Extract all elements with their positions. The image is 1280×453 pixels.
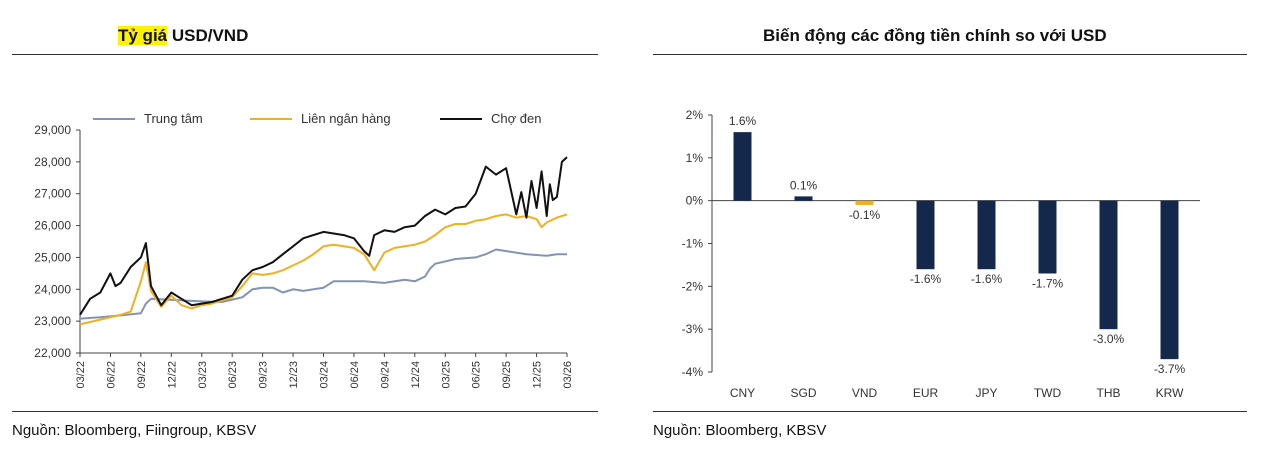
x-tick-label: 12/22	[166, 361, 178, 389]
bar-category-label: VND	[852, 386, 878, 400]
legend-label: Liên ngân hàng	[301, 111, 391, 126]
x-tick-label: 06/24	[349, 361, 361, 389]
y-tick-label: 22,000	[34, 346, 71, 360]
bar-category-label: KRW	[1156, 386, 1184, 400]
series-line-lien-ngan-hang	[79, 213, 568, 326]
bar-twd	[1038, 200, 1057, 274]
right-chart-title: Biến động các đồng tiền chính so với USD	[763, 26, 1107, 45]
left-source: Nguồn: Bloomberg, Fiingroup, KBSV	[12, 422, 257, 439]
bar-y-tick-label: 0%	[686, 194, 704, 208]
left-source-rule	[12, 411, 598, 412]
y-tick-label: 26,000	[34, 219, 71, 233]
y-tick-label: 23,000	[34, 314, 71, 328]
bar-eur	[916, 200, 935, 270]
bar-y-tick-label: 2%	[686, 108, 704, 122]
bar-y-tick-label: -4%	[682, 365, 704, 379]
usd-vnd-line-chart: 22,000 23,000 24,000 25,000 26,000 27,000 28,0…	[34, 111, 574, 389]
y-tick-label: 28,000	[34, 155, 71, 169]
left-chart-title: Tỷ giá USD/VND	[118, 26, 248, 46]
bar-category-label: SGD	[790, 386, 816, 400]
bar-thb	[1099, 200, 1118, 330]
x-tick-label: 03/23	[197, 361, 209, 389]
title-rest: USD/VND	[167, 26, 249, 45]
bar-y-tick-label: -3%	[682, 322, 704, 336]
right-title-rule	[653, 54, 1247, 55]
bar-value-label: -3.0%	[1093, 332, 1125, 346]
bar-value-label: -3.7%	[1154, 362, 1186, 376]
bar-category-label: THB	[1097, 386, 1121, 400]
bar-value-label: -1.7%	[1032, 276, 1064, 290]
legend-label: Trung tâm	[144, 111, 203, 126]
left-title-rule	[12, 54, 598, 55]
bar-y-tick-label: 1%	[686, 151, 704, 165]
series-line-cho-den	[79, 156, 568, 316]
title-highlight: Tỷ giá	[118, 26, 168, 45]
bar-category-label: TWD	[1034, 386, 1062, 400]
x-tick-label: 06/23	[227, 361, 239, 389]
x-tick-label: 09/25	[501, 361, 513, 389]
bar-value-label: 0.1%	[790, 178, 818, 192]
legend-label: Chợ đen	[491, 111, 541, 126]
x-tick-label: 03/24	[319, 361, 331, 389]
bar-category-label: EUR	[913, 386, 939, 400]
y-tick-label: 25,000	[34, 250, 71, 264]
bar-y-tick-label: -2%	[682, 279, 704, 293]
bar-cny	[733, 132, 752, 201]
y-tick-label: 29,000	[34, 123, 71, 137]
right-source: Nguồn: Bloomberg, KBSV	[653, 422, 827, 439]
x-tick-label: 09/22	[136, 361, 148, 389]
right-source-rule	[653, 411, 1247, 412]
x-tick-label: 09/24	[379, 361, 391, 389]
y-tick-label: 27,000	[34, 187, 71, 201]
x-tick-label: 03/25	[440, 361, 452, 389]
x-tick-label: 12/25	[532, 361, 544, 389]
bar-value-label: 1.6%	[729, 114, 757, 128]
bar-vnd	[855, 200, 874, 205]
bar-category-label: JPY	[975, 386, 997, 400]
bar-value-label: -0.1%	[849, 208, 881, 222]
bar-jpy	[977, 200, 996, 270]
x-tick-label: 06/22	[105, 361, 117, 389]
x-tick-label: 03/26	[562, 361, 574, 389]
x-tick-label: 09/23	[258, 361, 270, 389]
bar-category-label: CNY	[730, 386, 755, 400]
x-tick-label: 12/24	[410, 361, 422, 389]
x-tick-label: 12/23	[288, 361, 300, 389]
y-tick-label: 24,000	[34, 282, 71, 296]
bar-krw	[1160, 200, 1179, 360]
x-tick-label: 03/22	[75, 361, 87, 389]
bar-value-label: -1.6%	[971, 272, 1003, 286]
bar-value-label: -1.6%	[910, 272, 942, 286]
bar-y-tick-label: -1%	[682, 237, 704, 251]
bar-sgd	[794, 196, 813, 201]
x-tick-label: 06/25	[471, 361, 483, 389]
